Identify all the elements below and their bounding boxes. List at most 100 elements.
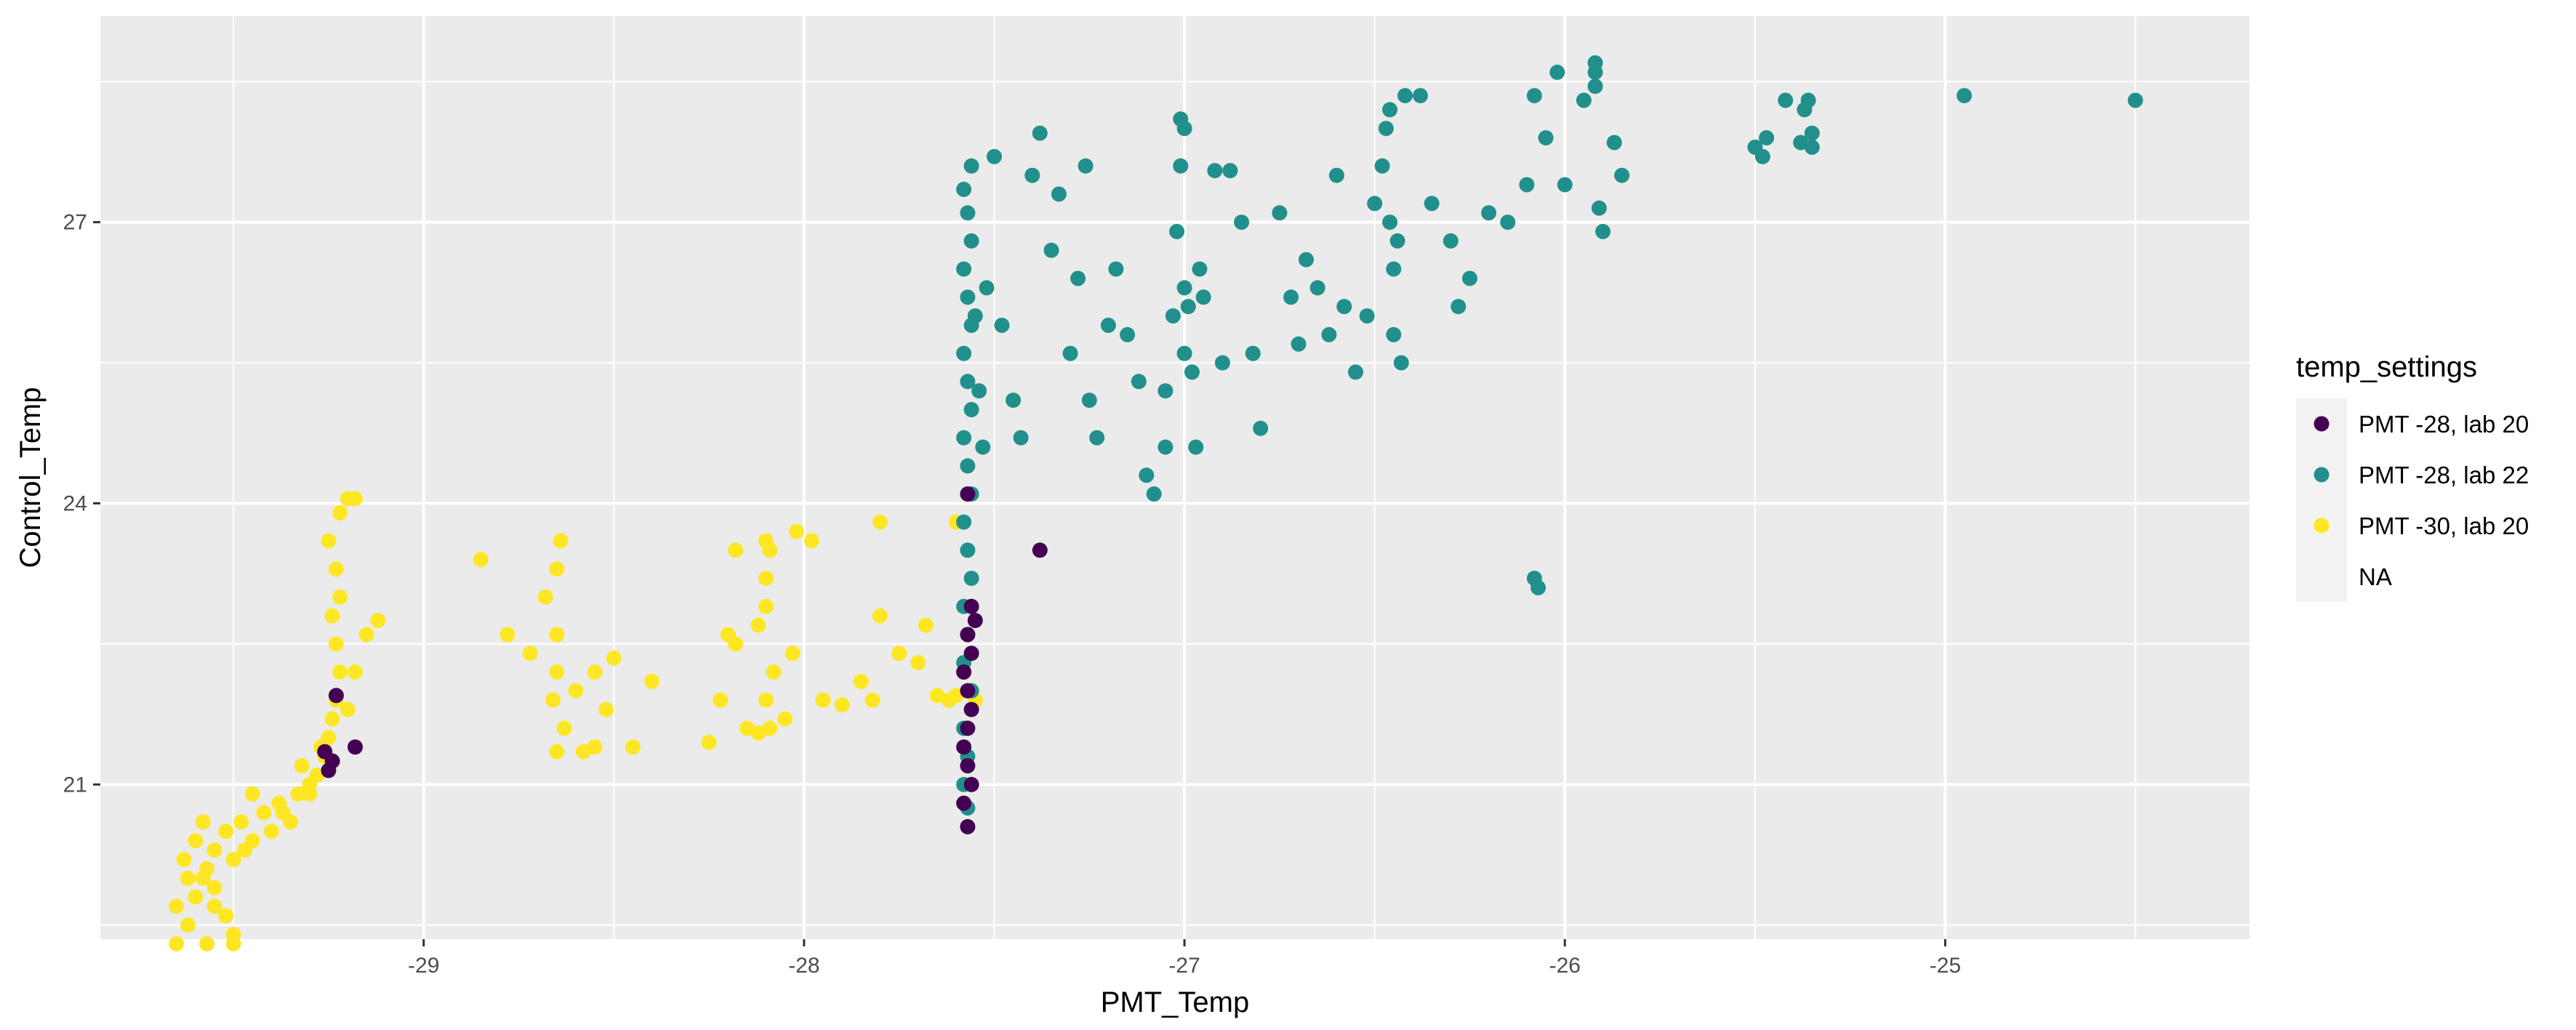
data-point <box>499 627 515 643</box>
x-tick-label: -27 <box>1168 954 1200 978</box>
data-point <box>701 734 717 750</box>
data-point <box>324 753 340 769</box>
data-point <box>956 261 972 277</box>
data-point <box>1062 345 1078 361</box>
data-point <box>1606 134 1622 150</box>
data-point <box>1413 88 1428 104</box>
data-point <box>1591 200 1607 216</box>
x-tick-label: -29 <box>408 954 439 978</box>
data-points <box>169 55 2143 951</box>
data-point <box>963 402 979 417</box>
data-point <box>1032 542 1048 558</box>
data-point <box>1397 88 1413 104</box>
data-point <box>994 318 1010 333</box>
x-axis-title: PMT_Temp <box>1101 986 1250 1018</box>
data-point <box>587 739 603 755</box>
data-point <box>1348 364 1363 380</box>
data-point <box>762 720 778 736</box>
data-point <box>348 739 363 755</box>
data-point <box>948 688 964 704</box>
data-point <box>1526 88 1542 104</box>
data-point <box>1299 252 1314 267</box>
y-tick-label: 27 <box>63 211 87 235</box>
data-point <box>1367 196 1383 212</box>
data-point <box>1500 214 1516 230</box>
data-point <box>568 683 584 699</box>
data-point <box>1089 430 1105 446</box>
data-point <box>237 842 253 858</box>
minor-gridlines <box>100 16 2250 939</box>
data-point <box>206 842 222 858</box>
data-point <box>777 711 793 727</box>
data-point <box>522 645 538 661</box>
data-point <box>1272 205 1288 221</box>
legend-key-background <box>2296 551 2347 602</box>
data-point <box>549 561 565 577</box>
data-point <box>1195 289 1211 305</box>
data-point <box>1374 158 1390 174</box>
data-point <box>537 589 553 605</box>
data-point <box>1214 355 1230 371</box>
data-point <box>1595 224 1611 239</box>
data-point <box>1614 167 1630 183</box>
data-point <box>275 805 291 821</box>
data-point <box>956 430 972 446</box>
data-point <box>960 458 976 474</box>
data-point <box>872 514 888 530</box>
data-point <box>979 280 995 296</box>
data-point <box>1793 134 1809 150</box>
data-point <box>1389 233 1405 249</box>
data-point <box>1222 163 1238 179</box>
data-point <box>225 936 241 951</box>
data-point <box>169 898 185 914</box>
data-point <box>1024 167 1040 183</box>
data-point <box>473 552 489 568</box>
data-point <box>324 711 340 727</box>
data-point <box>1131 374 1147 390</box>
data-point <box>1804 140 1820 155</box>
data-point <box>1382 102 1398 118</box>
data-point <box>1234 214 1250 230</box>
data-point <box>370 613 386 629</box>
data-point <box>1321 326 1337 342</box>
data-point <box>987 148 1002 164</box>
data-point <box>728 636 744 652</box>
data-point <box>1462 270 1477 286</box>
data-point <box>1081 393 1097 409</box>
data-point <box>332 504 348 520</box>
data-point <box>758 598 774 614</box>
data-point <box>1176 280 1192 296</box>
data-point <box>956 345 972 361</box>
data-point <box>750 725 766 741</box>
data-point <box>290 786 306 802</box>
data-point <box>1393 355 1409 371</box>
data-point <box>1006 393 1022 409</box>
data-point <box>785 645 801 661</box>
data-point <box>199 861 214 877</box>
x-axis-ticks: -29 -28 -27 -26 -25 <box>408 939 1961 978</box>
data-point <box>545 692 561 708</box>
data-point <box>963 701 979 717</box>
data-point <box>960 205 976 221</box>
data-point <box>328 636 344 652</box>
data-point <box>963 645 979 661</box>
data-point <box>967 613 983 629</box>
data-point <box>853 673 869 689</box>
data-point <box>1291 336 1307 352</box>
data-point <box>195 814 211 830</box>
data-point <box>864 692 880 708</box>
data-point <box>739 720 755 736</box>
data-point <box>233 814 249 830</box>
data-point <box>575 744 591 760</box>
data-point <box>1424 196 1440 212</box>
legend-label: PMT -30, lab 20 <box>2359 512 2529 539</box>
data-point <box>263 824 279 840</box>
data-point <box>549 627 565 643</box>
data-point <box>956 664 972 680</box>
data-point <box>294 758 310 773</box>
legend-label: NA <box>2359 563 2392 590</box>
data-point <box>713 692 729 708</box>
data-point <box>176 851 192 867</box>
data-point <box>1051 186 1067 202</box>
